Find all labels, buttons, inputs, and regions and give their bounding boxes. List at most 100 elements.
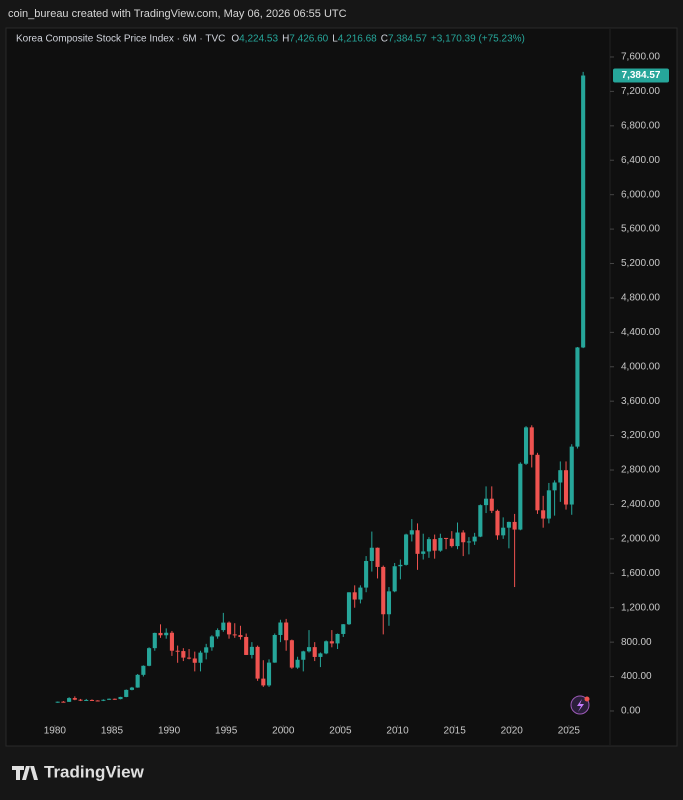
candle-body (541, 510, 546, 519)
candle-body (192, 658, 197, 663)
x-tick-label: 2025 (558, 726, 581, 737)
candle-body (506, 521, 511, 528)
legend-key: H (282, 34, 289, 45)
x-tick-label: 1985 (101, 726, 124, 737)
candle-body (129, 687, 134, 690)
y-tick-label: 800.00 (621, 637, 652, 648)
candle-body (306, 647, 312, 652)
candle-body (284, 622, 289, 641)
candle-body (226, 622, 232, 635)
candle-body (164, 632, 169, 636)
candle-body (501, 527, 506, 536)
candle-body (204, 647, 209, 653)
candle-body (546, 490, 551, 519)
candle-body (489, 498, 494, 511)
candle-body (107, 698, 112, 700)
candle-body (512, 521, 517, 530)
candle-body (67, 698, 72, 702)
legend-key: L (332, 34, 338, 45)
candle-body (124, 689, 129, 697)
candle-body (421, 551, 426, 554)
candle-body (238, 635, 243, 637)
candle-body (563, 470, 569, 505)
candle-body (364, 560, 369, 588)
y-tick-label: 0.00 (621, 706, 641, 717)
candle-body (289, 640, 294, 668)
candle-body (346, 592, 352, 625)
x-tick-label: 2000 (272, 726, 295, 737)
candle-body (466, 541, 471, 543)
candle-body (244, 636, 249, 655)
y-tick-label: 2,000.00 (621, 534, 660, 545)
candle-body (318, 653, 323, 657)
candle-body (158, 632, 163, 636)
candle-body (552, 482, 557, 491)
candle-body (72, 698, 77, 700)
candle-body (404, 534, 409, 565)
candle-body (386, 591, 392, 615)
candle-body (215, 630, 220, 637)
candle-body (249, 646, 254, 655)
candle-body (295, 659, 300, 668)
candle-body (484, 498, 489, 506)
candle-body (95, 700, 100, 702)
candle-body (375, 547, 380, 567)
y-tick-label: 2,400.00 (621, 499, 660, 510)
candle-body (352, 592, 357, 600)
y-tick-label: 6,400.00 (621, 155, 660, 166)
y-tick-label: 6,800.00 (621, 120, 660, 131)
candle-body (266, 662, 272, 686)
candle-body (169, 632, 174, 651)
y-tick-label: 2,800.00 (621, 465, 660, 476)
candle-body (89, 699, 95, 701)
candle-body (221, 622, 226, 631)
candle-body (141, 665, 146, 675)
candle-body (529, 427, 534, 455)
candle-body (341, 624, 346, 634)
x-tick-label: 2020 (501, 726, 524, 737)
candle-body (455, 532, 460, 547)
header-text: coin_bureau created with TradingView.com… (8, 8, 347, 20)
candle-body (369, 547, 374, 561)
legend-value: 4,216.68 (338, 34, 377, 45)
candle-body (324, 641, 329, 654)
candle-body (209, 636, 214, 648)
candle-body (255, 646, 260, 679)
candle-body (278, 622, 283, 635)
candle-body (118, 696, 123, 700)
candle-body (112, 698, 117, 700)
candle-body (147, 648, 152, 666)
candle-body (61, 701, 66, 703)
candle-body (569, 446, 574, 505)
legend-value: 7,426.60 (289, 34, 328, 45)
x-tick-label: 1990 (158, 726, 181, 737)
candle-body (335, 633, 340, 644)
logo-mark (12, 766, 38, 780)
last-price-label: 7,384.57 (622, 70, 661, 81)
candle-body (478, 505, 483, 537)
legend-key: O (231, 34, 239, 45)
legend-value: 4,224.53 (239, 34, 278, 45)
candle-body (301, 651, 306, 660)
chart-title: Korea Composite Stock Price Index · 6M ·… (16, 34, 225, 45)
candle-body (272, 634, 277, 663)
candle-body (461, 532, 466, 543)
y-tick-label: 7,600.00 (621, 52, 660, 63)
ohlc-legend: O 4,224.53 H 7,426.60 L 4,216.68 C 7,384.57 +3,1… (231, 34, 525, 45)
candle-body (312, 647, 317, 657)
candle-body (415, 530, 420, 554)
y-tick-label: 7,200.00 (621, 86, 660, 97)
candle-body (381, 566, 386, 615)
candle-body (575, 347, 580, 447)
alert-dot (584, 696, 590, 702)
candle-body (187, 657, 192, 659)
y-tick-label: 1,200.00 (621, 602, 660, 613)
candle-body (444, 537, 449, 539)
y-tick-label: 5,600.00 (621, 224, 660, 235)
candle-body (232, 634, 237, 636)
candle-body (581, 75, 586, 348)
candle-body (432, 539, 437, 551)
candle-body (101, 699, 106, 701)
y-tick-label: 4,000.00 (621, 361, 660, 372)
